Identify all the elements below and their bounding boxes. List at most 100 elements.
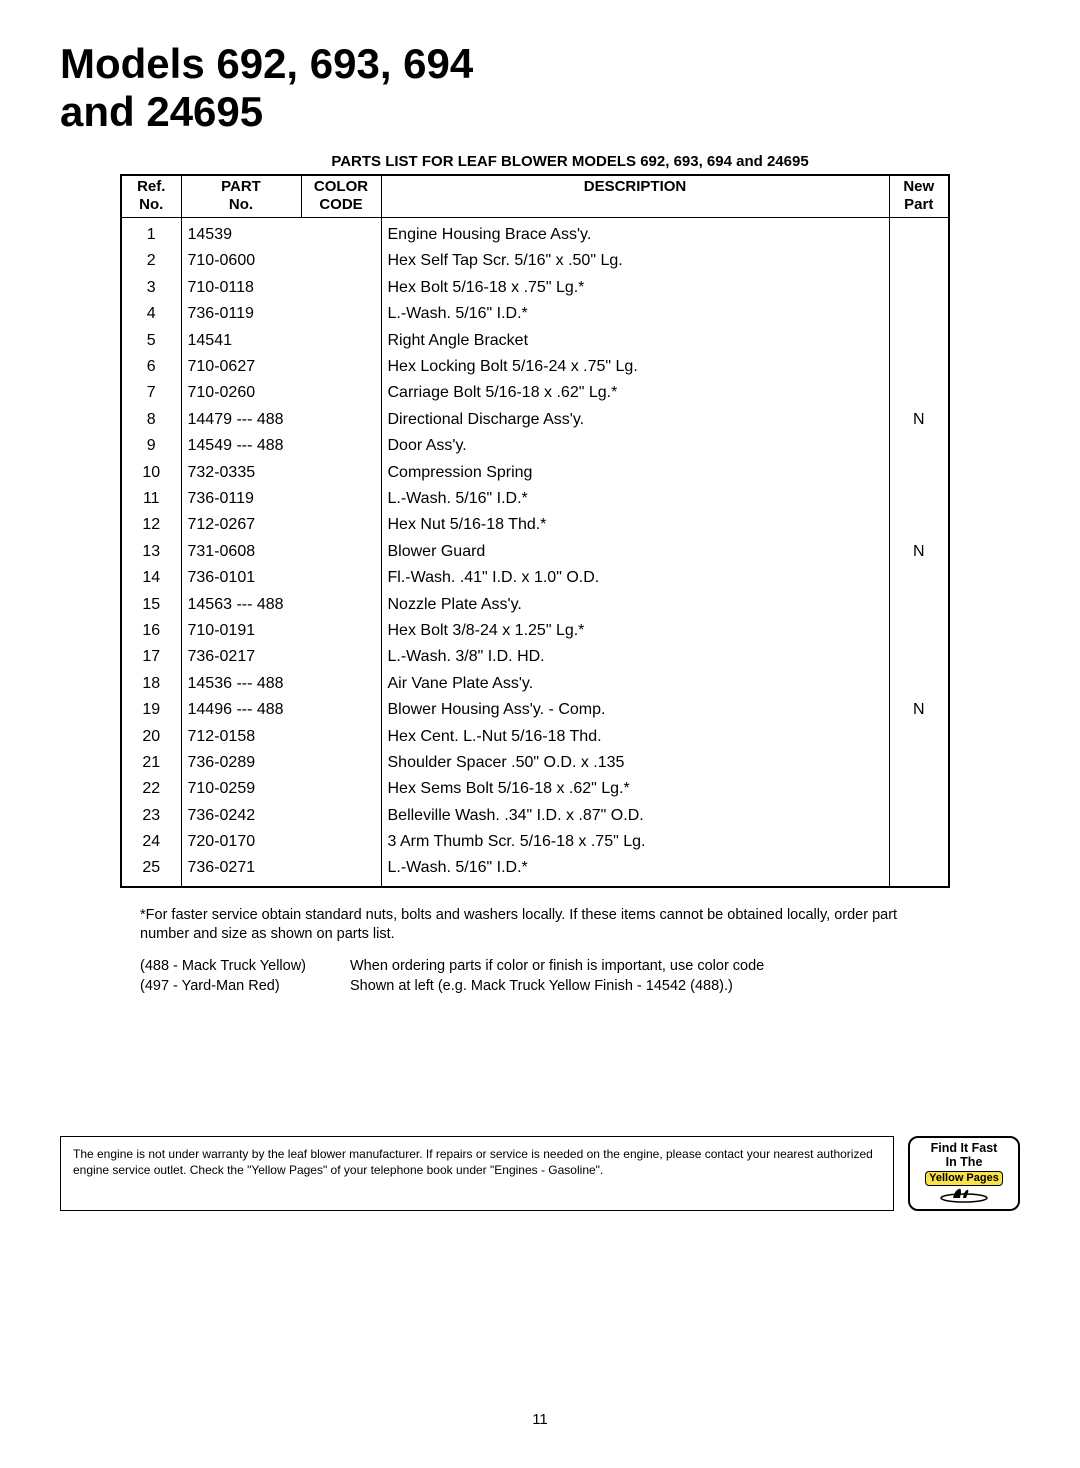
cell-desc: L.-Wash. 5/16" I.D.*: [381, 855, 889, 886]
cell-ref: 7: [121, 380, 181, 406]
cell-desc: Right Angle Bracket: [381, 328, 889, 354]
cell-ref: 3: [121, 275, 181, 301]
color-instruction-1: When ordering parts if color or finish i…: [350, 957, 764, 977]
table-row: 2710-0600Hex Self Tap Scr. 5/16" x .50" …: [121, 248, 949, 274]
table-row: 20712-0158Hex Cent. L.-Nut 5/16-18 Thd.: [121, 724, 949, 750]
cell-desc: Belleville Wash. .34" I.D. x .87" O.D.: [381, 803, 889, 829]
cell-desc: Fl.-Wash. .41" I.D. x 1.0" O.D.: [381, 565, 889, 591]
table-row: 4736-0119L.-Wash. 5/16" I.D.*: [121, 301, 949, 327]
cell-part: 14541: [181, 328, 381, 354]
cell-ref: 17: [121, 644, 181, 670]
cell-part: 712-0158: [181, 724, 381, 750]
cell-desc: Directional Discharge Ass'y.: [381, 407, 889, 433]
service-footnote: *For faster service obtain standard nuts…: [140, 906, 930, 945]
cell-desc: Engine Housing Brace Ass'y.: [381, 218, 889, 249]
cell-desc: Compression Spring: [381, 460, 889, 486]
table-row: 14736-0101Fl.-Wash. .41" I.D. x 1.0" O.D…: [121, 565, 949, 591]
cell-new: [889, 275, 949, 301]
cell-ref: 1: [121, 218, 181, 249]
table-row: 1914496 --- 488Blower Housing Ass'y. - C…: [121, 697, 949, 723]
table-row: 7710-0260Carriage Bolt 5/16-18 x .62" Lg…: [121, 380, 949, 406]
cell-ref: 18: [121, 671, 181, 697]
table-caption: PARTS LIST FOR LEAF BLOWER MODELS 692, 6…: [60, 153, 1020, 170]
cell-new: [889, 776, 949, 802]
cell-part: 14549 --- 488: [181, 433, 381, 459]
cell-desc: Hex Bolt 5/16-18 x .75" Lg.*: [381, 275, 889, 301]
table-row: 114539Engine Housing Brace Ass'y.: [121, 218, 949, 249]
cell-ref: 11: [121, 486, 181, 512]
cell-new: [889, 433, 949, 459]
cell-new: [889, 855, 949, 886]
cell-part: 710-0260: [181, 380, 381, 406]
table-row: 10732-0335Compression Spring: [121, 460, 949, 486]
cell-ref: 4: [121, 301, 181, 327]
cell-part: 736-0271: [181, 855, 381, 886]
cell-ref: 19: [121, 697, 181, 723]
cell-ref: 23: [121, 803, 181, 829]
cell-new: [889, 248, 949, 274]
cell-new: [889, 644, 949, 670]
cell-part: 720-0170: [181, 829, 381, 855]
cell-ref: 12: [121, 512, 181, 538]
cell-ref: 25: [121, 855, 181, 886]
cell-new: N: [889, 407, 949, 433]
cell-part: 736-0217: [181, 644, 381, 670]
table-row: 11736-0119L.-Wash. 5/16" I.D.*: [121, 486, 949, 512]
table-row: 1814536 --- 488Air Vane Plate Ass'y.: [121, 671, 949, 697]
cell-ref: 9: [121, 433, 181, 459]
cell-ref: 8: [121, 407, 181, 433]
color-instruction-2: Shown at left (e.g. Mack Truck Yellow Fi…: [350, 977, 733, 997]
yp-line-1: Find It Fast: [917, 1141, 1011, 1155]
cell-new: [889, 380, 949, 406]
cell-ref: 6: [121, 354, 181, 380]
cell-part: 736-0101: [181, 565, 381, 591]
cell-new: [889, 460, 949, 486]
color-488: (488 - Mack Truck Yellow): [140, 957, 350, 977]
cell-desc: Nozzle Plate Ass'y.: [381, 592, 889, 618]
table-row: 1514563 --- 488Nozzle Plate Ass'y.: [121, 592, 949, 618]
cell-new: [889, 354, 949, 380]
yellow-pages-badge: Find It Fast In The Yellow Pages: [908, 1136, 1020, 1210]
cell-new: [889, 829, 949, 855]
cell-part: 14563 --- 488: [181, 592, 381, 618]
cell-desc: Hex Nut 5/16-18 Thd.*: [381, 512, 889, 538]
col-head-ref: Ref. No.: [121, 175, 181, 218]
cell-new: [889, 724, 949, 750]
cell-ref: 20: [121, 724, 181, 750]
col-head-new: New Part: [889, 175, 949, 218]
cell-new: [889, 328, 949, 354]
cell-desc: Hex Cent. L.-Nut 5/16-18 Thd.: [381, 724, 889, 750]
yp-line-3: Yellow Pages: [925, 1171, 1003, 1186]
cell-new: [889, 565, 949, 591]
table-row: 514541Right Angle Bracket: [121, 328, 949, 354]
cell-ref: 13: [121, 539, 181, 565]
cell-desc: Door Ass'y.: [381, 433, 889, 459]
table-row: 17736-0217L.-Wash. 3/8" I.D. HD.: [121, 644, 949, 670]
cell-desc: Hex Self Tap Scr. 5/16" x .50" Lg.: [381, 248, 889, 274]
table-row: 12712-0267Hex Nut 5/16-18 Thd.*: [121, 512, 949, 538]
cell-part: 710-0191: [181, 618, 381, 644]
cell-ref: 16: [121, 618, 181, 644]
cell-part: 14539: [181, 218, 381, 249]
cell-part: 710-0259: [181, 776, 381, 802]
cell-new: [889, 803, 949, 829]
table-row: 23736-0242Belleville Wash. .34" I.D. x .…: [121, 803, 949, 829]
table-row: 6710-0627Hex Locking Bolt 5/16-24 x .75"…: [121, 354, 949, 380]
parts-list-table: Ref. No. PART No. COLOR CODE DESCRIPTION…: [120, 174, 950, 888]
table-row: 24720-01703 Arm Thumb Scr. 5/16-18 x .75…: [121, 829, 949, 855]
fingers-walking-icon: [917, 1187, 1011, 1206]
cell-part: 736-0119: [181, 486, 381, 512]
cell-ref: 14: [121, 565, 181, 591]
cell-part: 710-0600: [181, 248, 381, 274]
cell-part: 732-0335: [181, 460, 381, 486]
yp-line-2: In The: [917, 1155, 1011, 1169]
cell-desc: Hex Bolt 3/8-24 x 1.25" Lg.*: [381, 618, 889, 644]
cell-ref: 22: [121, 776, 181, 802]
cell-part: 736-0242: [181, 803, 381, 829]
cell-part: 14496 --- 488: [181, 697, 381, 723]
table-row: 22710-0259Hex Sems Bolt 5/16-18 x .62" L…: [121, 776, 949, 802]
cell-desc: Blower Housing Ass'y. - Comp.: [381, 697, 889, 723]
cell-part: 736-0119: [181, 301, 381, 327]
table-row: 3710-0118Hex Bolt 5/16-18 x .75" Lg.*: [121, 275, 949, 301]
table-row: 16710-0191Hex Bolt 3/8-24 x 1.25" Lg.*: [121, 618, 949, 644]
